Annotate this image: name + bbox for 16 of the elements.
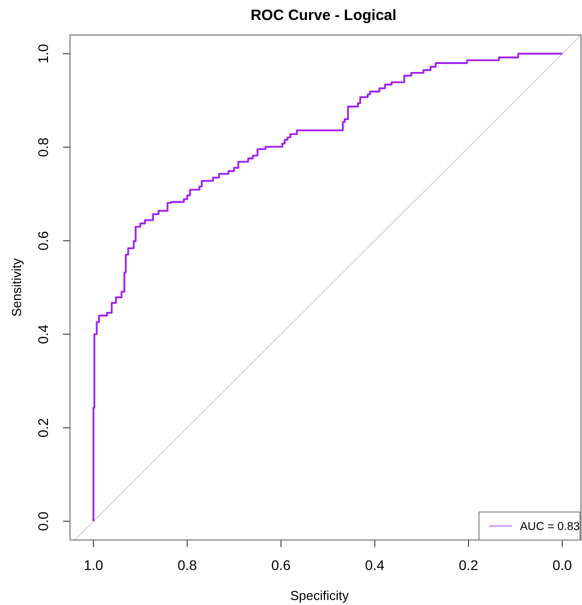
x-tick-label: 0.2 xyxy=(458,557,478,573)
y-tick-label: 1.0 xyxy=(35,44,51,64)
x-axis-title: Specificity xyxy=(290,588,350,603)
y-tick-label: 0.6 xyxy=(35,230,51,250)
x-tick-label: 0.0 xyxy=(552,557,572,573)
chart-title: ROC Curve - Logical xyxy=(250,7,396,24)
x-tick-label: 0.4 xyxy=(364,557,385,573)
y-tick-label: 0.4 xyxy=(35,324,51,344)
legend-label: AUC = 0.83 xyxy=(520,521,580,533)
y-tick-label: 0.8 xyxy=(35,137,51,157)
y-axis-title: Sensitivity xyxy=(9,258,24,317)
y-tick-label: 0.0 xyxy=(35,511,51,532)
x-tick-label: 0.8 xyxy=(177,557,198,573)
x-tick-label: 1.0 xyxy=(84,557,104,573)
y-tick-label: 0.2 xyxy=(35,418,51,438)
x-tick-label: 0.6 xyxy=(271,557,291,573)
